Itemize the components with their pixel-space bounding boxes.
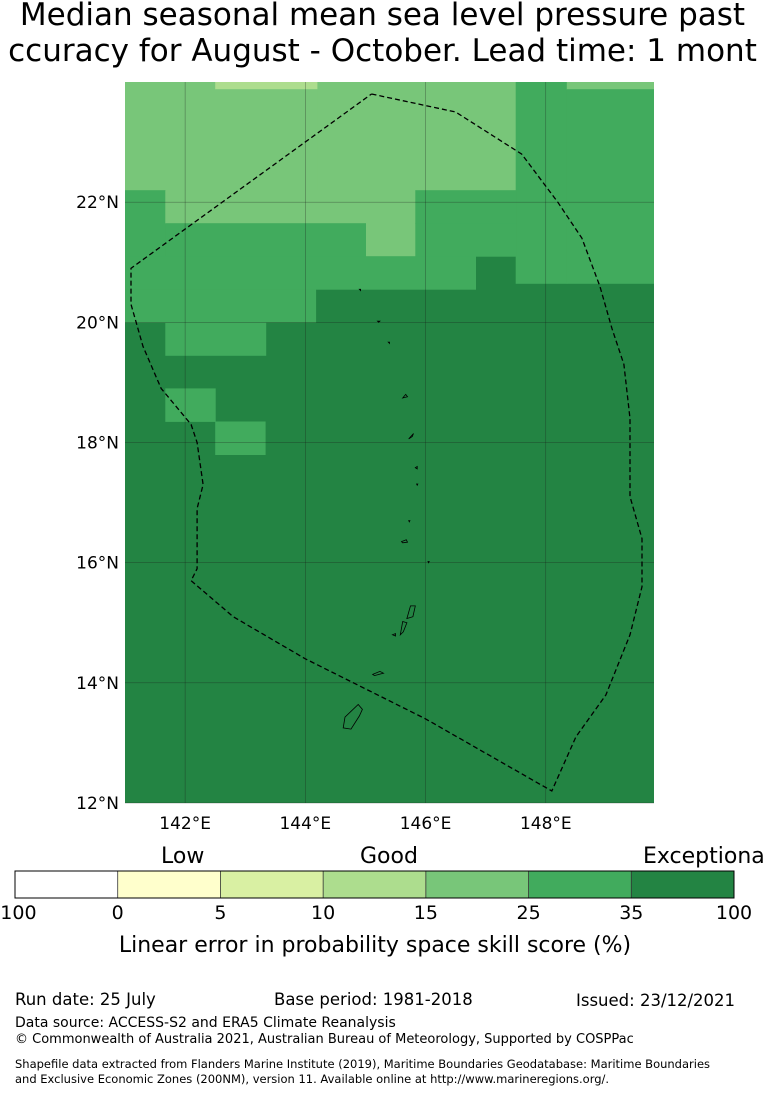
colorbar — [14, 870, 735, 899]
colorbar-segment — [528, 871, 632, 898]
score-cell — [215, 421, 266, 455]
colorbar-tick-label: -100 — [0, 902, 37, 924]
island-outline — [408, 520, 411, 523]
score-cell — [165, 388, 216, 422]
colorbar-segment — [220, 871, 324, 898]
score-cell — [515, 82, 568, 284]
lat-tick-label: 22°N — [76, 193, 119, 213]
colorbar-tick-label: 15 — [413, 902, 438, 924]
score-cell — [566, 82, 654, 90]
run-date: Run date: 25 July — [15, 990, 156, 1009]
issued-date: Issued: 23/12/2021 — [576, 991, 736, 1010]
score-cell — [365, 190, 416, 257]
island-outline — [427, 561, 430, 564]
score-cell — [125, 289, 317, 323]
lon-tick-label: 144°E — [279, 814, 331, 834]
shapefile-credit-line-1: Shapefile data extracted from Flanders M… — [15, 1057, 711, 1071]
lat-tick-label: 14°N — [76, 674, 119, 694]
island-outline — [387, 341, 390, 345]
copyright-notice: © Commonwealth of Australia 2021, Austra… — [15, 1032, 634, 1047]
map-area: 12°N 14°N 16°N 18°N 20°N 22°N 142°E 144°E 146°E 1… — [76, 82, 654, 834]
base-period: Base period: 1981-2018 — [274, 990, 473, 1009]
map-gridlines — [125, 82, 654, 804]
category-label-exceptional: Exceptional — [643, 844, 765, 869]
colorbar-tick-label: 25 — [516, 902, 541, 924]
island-outline — [400, 539, 409, 544]
island-outline — [408, 433, 414, 440]
score-cell — [165, 190, 366, 224]
chart-title-line-2: ccuracy for August - October. Lead time:… — [8, 33, 757, 69]
island-outline — [401, 393, 409, 399]
lon-tick-label: 148°E — [520, 814, 572, 834]
colorbar-segment — [117, 871, 221, 898]
score-cell — [566, 89, 654, 284]
category-label-good: Good — [360, 844, 418, 869]
score-cell — [165, 322, 267, 356]
islands — [342, 288, 430, 730]
score-cell — [415, 190, 517, 224]
colorbar-frame — [14, 870, 735, 899]
colorbar-tick-label: 100 — [715, 902, 753, 924]
island-outline — [406, 605, 416, 620]
island-outline — [391, 633, 396, 637]
chart-title-line-1: Median seasonal mean sea level pressure … — [19, 0, 746, 33]
island-outline — [358, 288, 362, 292]
lat-tick-label: 12°N — [76, 794, 119, 814]
lon-tick-label: 142°E — [159, 814, 211, 834]
skill-score-cells — [125, 82, 654, 455]
lat-tick-label: 18°N — [76, 434, 119, 454]
island-outline — [371, 670, 385, 677]
eez-boundary — [130, 93, 643, 792]
lat-tick-label: 20°N — [76, 313, 119, 333]
score-cell — [215, 82, 318, 90]
island-outline — [342, 703, 363, 730]
colorbar-tick-label: 35 — [619, 902, 644, 924]
data-source: Data source: ACCESS-S2 and ERA5 Climate … — [15, 1015, 396, 1031]
colorbar-segment — [323, 871, 427, 898]
island-outline — [399, 620, 408, 636]
island-outline — [376, 320, 381, 323]
colorbar-tick-label: 0 — [111, 902, 124, 924]
shapefile-credit-line-2: and Exclusive Economic Zones (200NM), ve… — [15, 1072, 610, 1086]
map-axes: 12°N 14°N 16°N 18°N 20°N 22°N 142°E 144°E 146°E 1… — [76, 193, 572, 834]
island-outline — [415, 483, 419, 487]
colorbar-segment — [15, 871, 118, 898]
category-label-low: Low — [161, 844, 205, 869]
score-cell — [125, 256, 476, 290]
colorbar-tick-label: 10 — [311, 902, 336, 924]
lat-tick-label: 16°N — [76, 554, 119, 574]
colorbar-label: Linear error in probability space skill … — [118, 933, 632, 958]
lon-tick-label: 146°E — [400, 814, 452, 834]
score-cell — [165, 223, 366, 257]
score-cell — [317, 82, 517, 191]
colorbar-tick-label: 5 — [214, 902, 227, 924]
score-cell — [125, 82, 216, 191]
colorbar-segment — [631, 871, 735, 898]
colorbar-segment — [425, 871, 529, 898]
island-outline — [414, 465, 418, 470]
score-cell — [215, 89, 318, 191]
score-cell — [415, 223, 517, 257]
